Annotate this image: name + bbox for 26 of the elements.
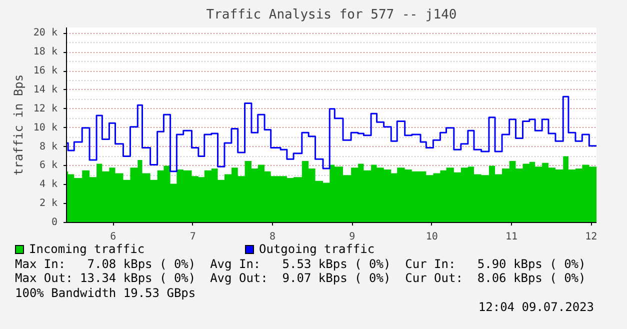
x-tick-label: 11 <box>505 232 518 242</box>
y-tick-label: 14 k <box>33 84 58 96</box>
x-tick-label: 10 <box>426 232 438 242</box>
y-tick-label: 12 k <box>33 103 58 114</box>
y-tick-label: 8 k <box>39 141 58 152</box>
x-tick-label: 6 <box>110 232 116 242</box>
legend-label: Incoming traffic <box>28 242 146 256</box>
y-tick-label: 20 k <box>33 28 58 39</box>
x-tick-label: 8 <box>270 232 276 242</box>
text: Max Out: 13.34 kBps ( 0%) Avg Out: 9.07 kBps ( 0%) Cur Out: 8.06 kBps ( 0%) <box>15 271 587 286</box>
x-tick-label: 7 <box>190 232 196 242</box>
y-tick-label: 0 <box>51 217 58 228</box>
text: Max In: 7.08 kBps ( 0%) Avg In: 5.53 kBps ( 0%) Cur In: 5.90 kBps ( 0%) <box>15 256 587 271</box>
y-tick-label: 4 k <box>39 179 58 190</box>
y-tick-label: 18 k <box>33 46 58 58</box>
y-tick-label: 2 k <box>39 198 58 210</box>
y-tick-label: 16 k <box>33 66 58 77</box>
x-tick-label: 9 <box>349 232 356 242</box>
y-tick-label: 6 k <box>39 160 58 172</box>
text: 12:04 09.07.2023 <box>477 300 595 314</box>
legend-label: Outgoing traffic <box>258 242 375 256</box>
y-axis-title: traffic in Bps <box>11 74 26 176</box>
x-tick-label: 12 <box>585 232 598 242</box>
y-tick-label: 10 k <box>33 122 58 134</box>
chart-title: Traffic Analysis for 577 -- j140 <box>206 8 457 22</box>
text: 100% Bandwidth 19.53 GBps <box>15 286 197 300</box>
